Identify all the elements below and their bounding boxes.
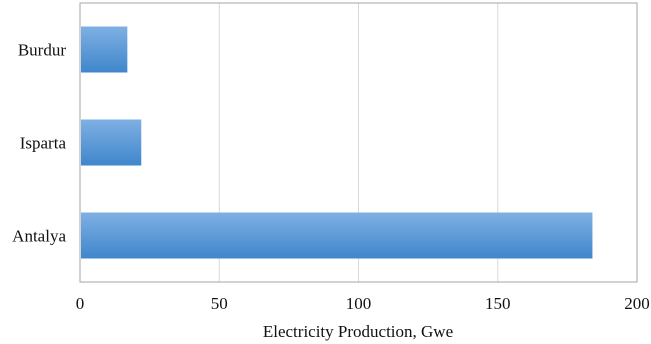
x-axis-title: Electricity Production, Gwe [263,322,453,341]
bars [81,26,593,259]
x-tick-label-150: 150 [485,294,511,313]
bar-antalya [81,212,593,259]
category-label-isparta: Isparta [20,134,67,153]
category-label-antalya: Antalya [12,227,66,246]
category-label-burdur: Burdur [18,41,67,60]
bar-burdur [81,26,128,73]
x-tick-label-200: 200 [624,294,650,313]
category-labels: Burdur Isparta Antalya [12,41,66,246]
x-tick-labels: 0 50 100 150 200 [76,294,650,313]
x-tick-label-0: 0 [76,294,85,313]
bar-isparta [81,119,142,166]
x-tick-label-50: 50 [211,294,228,313]
plot-frame [79,2,638,283]
x-tick-label-100: 100 [346,294,372,313]
